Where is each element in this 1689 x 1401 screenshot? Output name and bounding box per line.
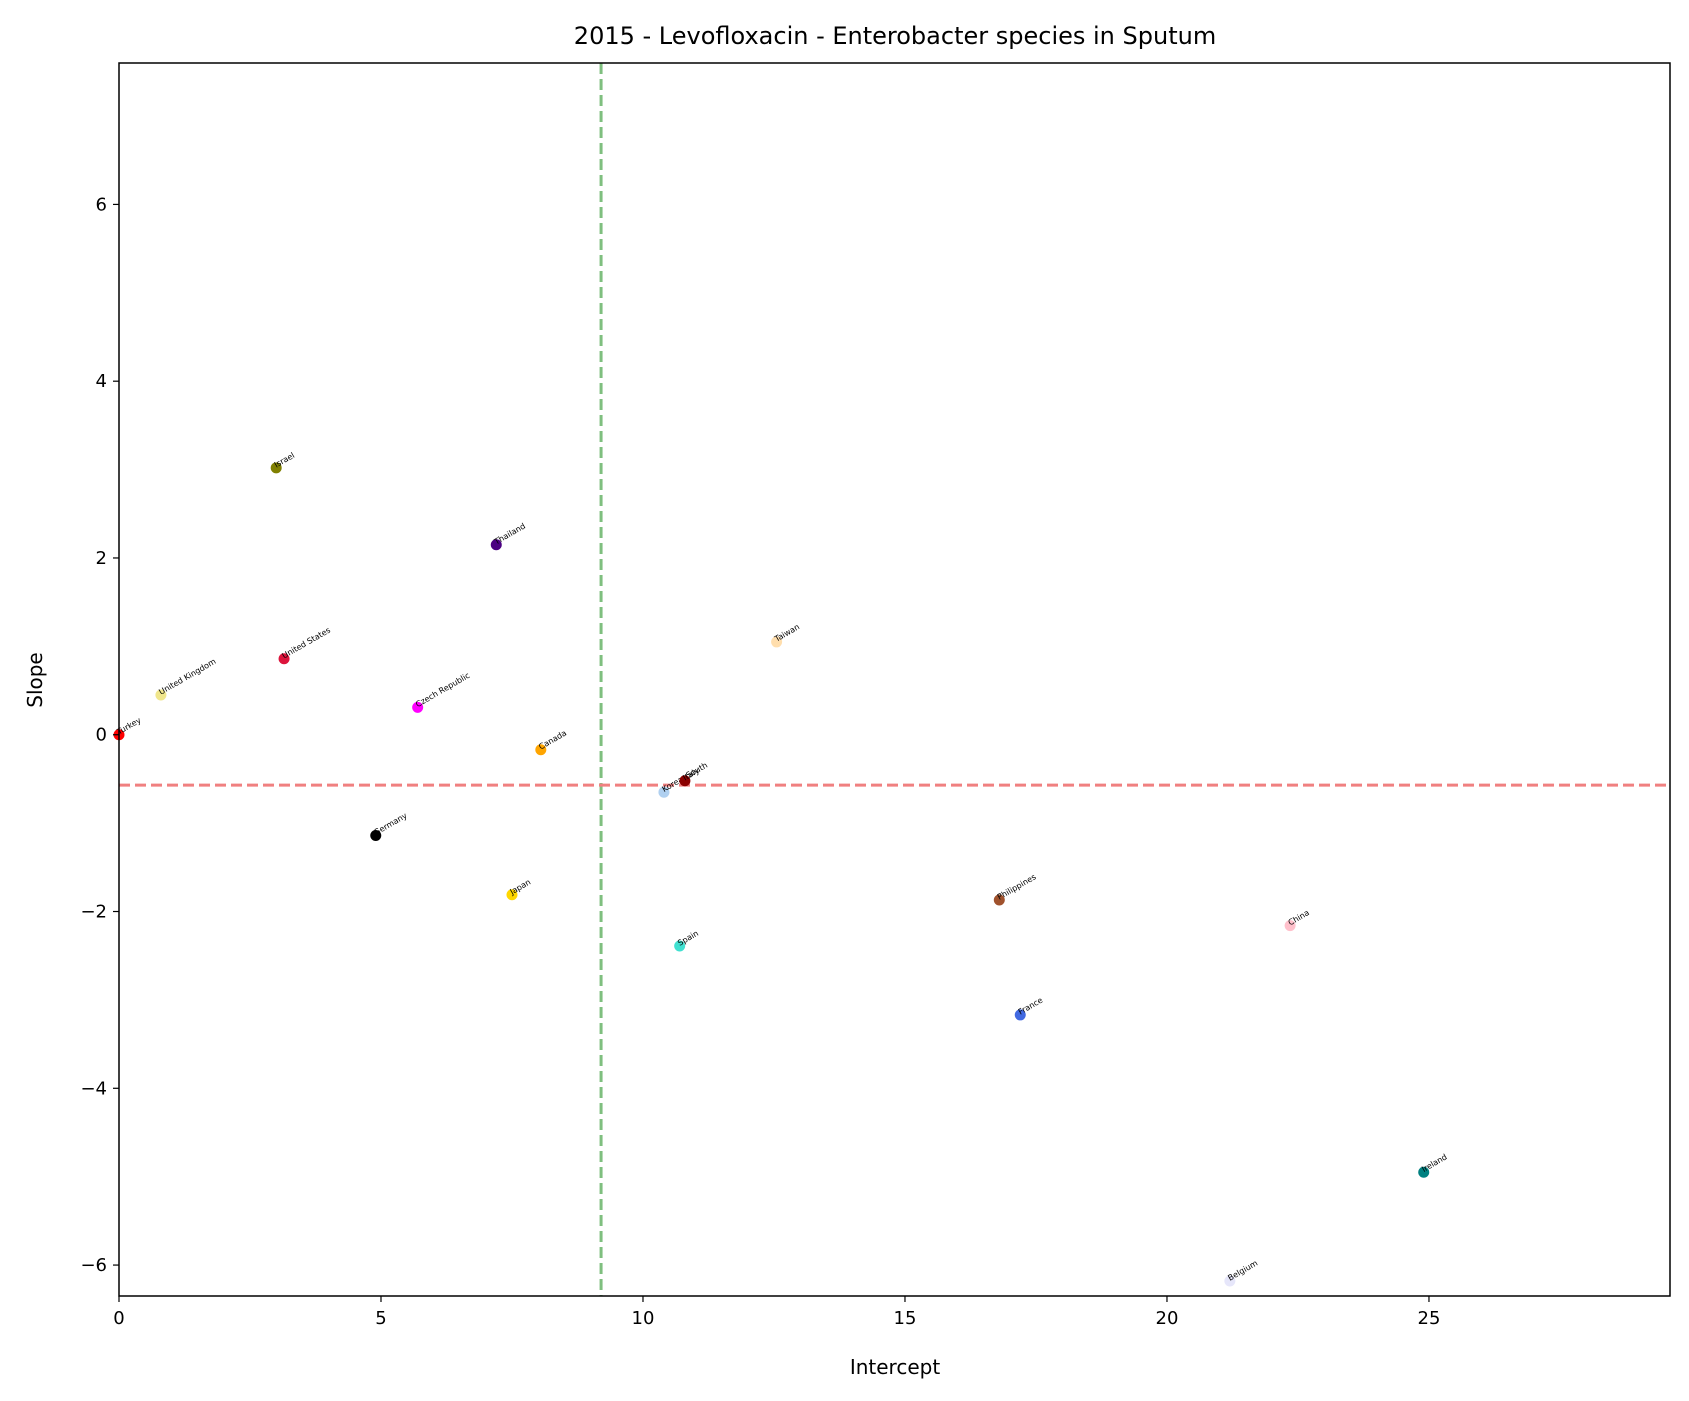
data-label-5: Czech Republic [414, 671, 471, 709]
data-label-17: Ireland [1420, 1152, 1448, 1174]
x-tick-label: 10 [632, 1308, 655, 1329]
data-point-2 [270, 462, 282, 474]
data-label-16: China [1287, 908, 1311, 927]
y-tick-label: −6 [80, 1255, 107, 1276]
y-tick-label: 4 [96, 371, 107, 392]
x-axis-label: Intercept [850, 1355, 941, 1379]
data-point-16 [1284, 920, 1296, 932]
y-tick-label: 2 [96, 548, 107, 569]
data-point-4 [370, 830, 382, 842]
data-label-14: France [1017, 996, 1045, 1017]
y-tick-label: −2 [80, 902, 107, 923]
x-tick-label: 5 [375, 1308, 386, 1329]
x-tick-label: 15 [894, 1308, 917, 1329]
x-tick-label: 20 [1156, 1308, 1179, 1329]
data-label-2: Israel [273, 451, 296, 470]
data-label-4: Germany [372, 811, 409, 837]
data-label-1: United Kingdom [157, 657, 217, 697]
data-point-17 [1418, 1166, 1430, 1178]
data-label-12: Taiwan [772, 622, 801, 644]
y-tick-label: 6 [96, 194, 107, 215]
data-label-11: Spain [676, 929, 700, 948]
data-point-9 [658, 786, 670, 798]
data-point-7 [506, 889, 518, 901]
data-label-3: United States [281, 626, 332, 661]
data-point-6 [490, 539, 502, 551]
data-label-7: Japan [508, 878, 533, 897]
data-point-15 [1224, 1275, 1236, 1287]
data-point-13 [993, 894, 1005, 906]
data-label-6: Thailand [492, 521, 527, 546]
data-label-13: Philippines [996, 872, 1038, 901]
x-tick-label: 0 [113, 1308, 124, 1329]
x-tick-label: 25 [1418, 1308, 1441, 1329]
y-tick-label: 0 [96, 725, 107, 746]
x-axis: 0 5 10 15 20 25 [113, 1296, 1440, 1329]
data-point-10 [679, 775, 691, 787]
data-point-12 [771, 636, 783, 648]
data-point-1 [155, 689, 167, 701]
y-axis: −6 −4 −2 0 2 4 6 [80, 194, 119, 1276]
data-point-11 [674, 940, 686, 952]
data-point-14 [1014, 1009, 1026, 1021]
plot-frame [118, 62, 1671, 1297]
y-tick-label: −4 [80, 1078, 107, 1099]
y-axis-label: Slope [23, 652, 47, 708]
data-point-8 [535, 744, 547, 756]
data-label-15: Belgium [1226, 1258, 1259, 1282]
data-label-8: Canada [537, 728, 568, 751]
data-point-5 [412, 701, 424, 713]
chart-title: 2015 - Levofloxacin - Enterobacter speci… [574, 22, 1216, 50]
data-point-3 [278, 653, 290, 665]
